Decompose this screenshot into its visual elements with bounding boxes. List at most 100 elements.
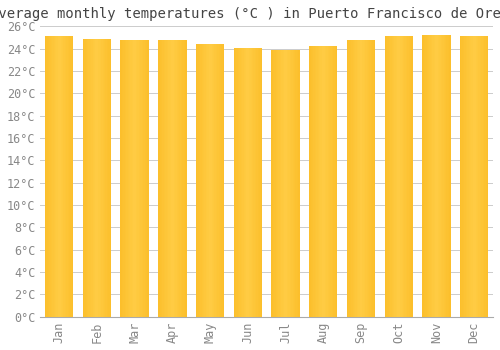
Bar (426, 35, 428, 317)
Bar (132, 40, 133, 317)
Bar (216, 44, 217, 317)
Bar (472, 36, 473, 317)
Bar (136, 40, 138, 317)
Bar (277, 50, 278, 317)
Bar (368, 40, 370, 317)
Bar (100, 38, 101, 317)
Bar (92, 38, 94, 317)
Bar (436, 35, 438, 317)
Bar (438, 35, 440, 317)
Bar (83, 38, 84, 317)
Bar (370, 40, 371, 317)
Bar (128, 40, 129, 317)
Bar (361, 40, 362, 317)
Bar (282, 50, 284, 317)
Bar (101, 38, 102, 317)
Bar (64, 36, 65, 317)
Bar (476, 36, 477, 317)
Bar (334, 47, 336, 317)
Bar (384, 36, 386, 317)
Bar (291, 50, 292, 317)
Bar (487, 36, 488, 317)
Bar (478, 36, 480, 317)
Bar (410, 36, 412, 317)
Bar (222, 44, 223, 317)
Bar (358, 40, 360, 317)
Bar (464, 36, 466, 317)
Bar (143, 40, 144, 317)
Bar (104, 38, 106, 317)
Bar (474, 36, 476, 317)
Bar (203, 44, 204, 317)
Bar (255, 48, 256, 317)
Bar (94, 38, 96, 317)
Bar (175, 40, 176, 317)
Bar (185, 40, 186, 317)
Bar (126, 40, 128, 317)
Bar (129, 40, 130, 317)
Bar (463, 36, 464, 317)
Bar (357, 40, 358, 317)
Bar (246, 48, 248, 317)
Bar (214, 44, 216, 317)
Bar (250, 48, 252, 317)
Bar (171, 40, 172, 317)
Bar (352, 40, 354, 317)
Bar (106, 38, 107, 317)
Bar (354, 40, 356, 317)
Bar (146, 40, 148, 317)
Bar (320, 47, 322, 317)
Bar (468, 36, 470, 317)
Bar (390, 36, 392, 317)
Bar (477, 36, 478, 317)
Bar (142, 40, 143, 317)
Bar (366, 40, 368, 317)
Bar (97, 38, 98, 317)
Bar (212, 44, 213, 317)
Bar (238, 48, 240, 317)
Bar (326, 47, 328, 317)
Bar (88, 38, 90, 317)
Bar (184, 40, 185, 317)
Bar (245, 48, 246, 317)
Bar (259, 48, 260, 317)
Bar (473, 36, 474, 317)
Bar (309, 47, 310, 317)
Bar (442, 35, 444, 317)
Bar (398, 36, 400, 317)
Bar (435, 35, 436, 317)
Bar (389, 36, 390, 317)
Bar (124, 40, 126, 317)
Bar (324, 47, 326, 317)
Bar (272, 50, 273, 317)
Bar (235, 48, 236, 317)
Bar (84, 38, 86, 317)
Bar (482, 36, 484, 317)
Bar (445, 35, 446, 317)
Bar (290, 50, 291, 317)
Bar (258, 48, 259, 317)
Bar (72, 36, 74, 317)
Bar (347, 40, 348, 317)
Bar (408, 36, 410, 317)
Bar (329, 47, 330, 317)
Bar (180, 40, 181, 317)
Bar (204, 44, 206, 317)
Bar (393, 36, 394, 317)
Bar (200, 44, 202, 317)
Bar (396, 36, 398, 317)
Bar (138, 40, 139, 317)
Bar (96, 38, 97, 317)
Bar (59, 36, 60, 317)
Bar (108, 38, 110, 317)
Bar (244, 48, 245, 317)
Bar (208, 44, 210, 317)
Bar (46, 36, 48, 317)
Bar (161, 40, 162, 317)
Bar (66, 36, 68, 317)
Bar (87, 38, 88, 317)
Bar (348, 40, 350, 317)
Bar (280, 50, 281, 317)
Bar (466, 36, 467, 317)
Bar (134, 40, 136, 317)
